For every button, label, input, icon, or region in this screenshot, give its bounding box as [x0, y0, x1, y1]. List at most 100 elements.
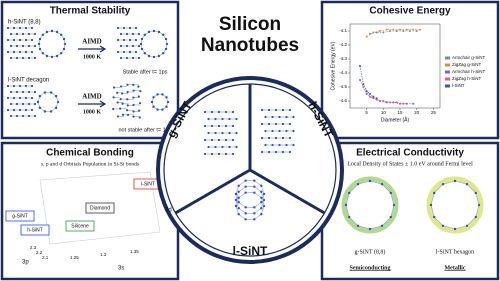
- atom: [348, 191, 351, 195]
- atom: [253, 191, 256, 194]
- atom: [18, 96, 22, 100]
- atom: [281, 136, 285, 140]
- atom: [6, 96, 10, 100]
- atom: [453, 179, 457, 183]
- atom: [152, 96, 155, 99]
- atom: [292, 143, 295, 147]
- point: [399, 28, 401, 31]
- atom: [62, 37, 66, 41]
- atom: [128, 38, 132, 42]
- atom: [54, 94, 58, 98]
- point: [365, 90, 368, 93]
- atom: [30, 50, 34, 54]
- atom: [260, 190, 263, 193]
- atom: [12, 84, 16, 88]
- atom: [214, 117, 217, 121]
- atom: [137, 56, 141, 60]
- atom: [27, 44, 31, 48]
- atom: [217, 110, 221, 114]
- label: AIMD: [82, 38, 101, 46]
- atom: [30, 84, 34, 88]
- atom: [21, 56, 25, 60]
- atom: [274, 108, 278, 112]
- atom: [207, 145, 210, 149]
- atom: [228, 145, 231, 149]
- tick-label: 2.3: [30, 245, 37, 250]
- atom: [465, 224, 469, 227]
- atom: [33, 102, 37, 106]
- atom: [344, 203, 348, 207]
- atom: [441, 224, 445, 227]
- atom: [221, 131, 224, 135]
- atom: [132, 83, 135, 86]
- atom: [33, 32, 37, 36]
- atom: [12, 108, 16, 112]
- atom: [161, 51, 165, 55]
- legend-box: [85, 202, 115, 214]
- atom: [433, 215, 436, 219]
- atom: [27, 32, 31, 36]
- atom: [59, 51, 63, 55]
- point: [405, 28, 408, 31]
- atom: [278, 129, 281, 133]
- atom: [474, 215, 477, 219]
- point: [372, 95, 375, 98]
- atom: [18, 26, 22, 30]
- atom: [6, 84, 10, 88]
- atom: [38, 47, 42, 51]
- atom: [267, 122, 271, 126]
- atom: [126, 104, 129, 107]
- atom: [132, 103, 135, 107]
- bond: [369, 225, 383, 230]
- atom: [429, 203, 433, 207]
- tick-label: 1.25: [70, 255, 79, 260]
- bond: [442, 225, 456, 230]
- arrow: [78, 100, 107, 108]
- sector-decorations: [203, 108, 295, 221]
- point: [359, 65, 361, 67]
- atom: [119, 44, 123, 48]
- atom: [214, 131, 217, 135]
- bond: [235, 185, 239, 195]
- atom: [214, 145, 217, 149]
- atom: [140, 37, 144, 41]
- point: [365, 93, 368, 95]
- label: 1000 K: [83, 54, 102, 60]
- atom: [21, 114, 25, 118]
- bond: [261, 205, 265, 215]
- atom: [237, 184, 240, 187]
- bond: [345, 192, 350, 206]
- atom: [356, 224, 360, 227]
- bond: [466, 216, 476, 226]
- atom: [260, 201, 263, 204]
- atom: [267, 136, 271, 140]
- divider: [174, 168, 251, 215]
- point: [362, 83, 365, 86]
- point: [405, 102, 408, 105]
- atom: [210, 110, 214, 114]
- label: l-SiNT hexagon: [436, 249, 474, 255]
- atom: [33, 114, 37, 118]
- atom: [281, 122, 285, 126]
- atom: [9, 90, 13, 94]
- atom: [278, 115, 281, 119]
- atom: [140, 47, 144, 51]
- atom: [122, 50, 126, 54]
- atom: [15, 90, 19, 94]
- axis-label: 3p: [22, 260, 29, 266]
- point: [402, 102, 405, 105]
- atom: [237, 196, 240, 199]
- arrow: [78, 45, 107, 53]
- atom: [132, 96, 135, 99]
- atom: [224, 124, 228, 128]
- main-title: Silicon Nanotubes: [200, 14, 300, 56]
- atom: [165, 96, 168, 99]
- atom: [126, 98, 129, 101]
- atom: [12, 38, 16, 42]
- atom: [55, 54, 59, 58]
- atom: [152, 29, 156, 33]
- atom: [18, 84, 22, 88]
- atom: [38, 94, 42, 98]
- atom: [59, 33, 63, 37]
- atom: [253, 179, 256, 182]
